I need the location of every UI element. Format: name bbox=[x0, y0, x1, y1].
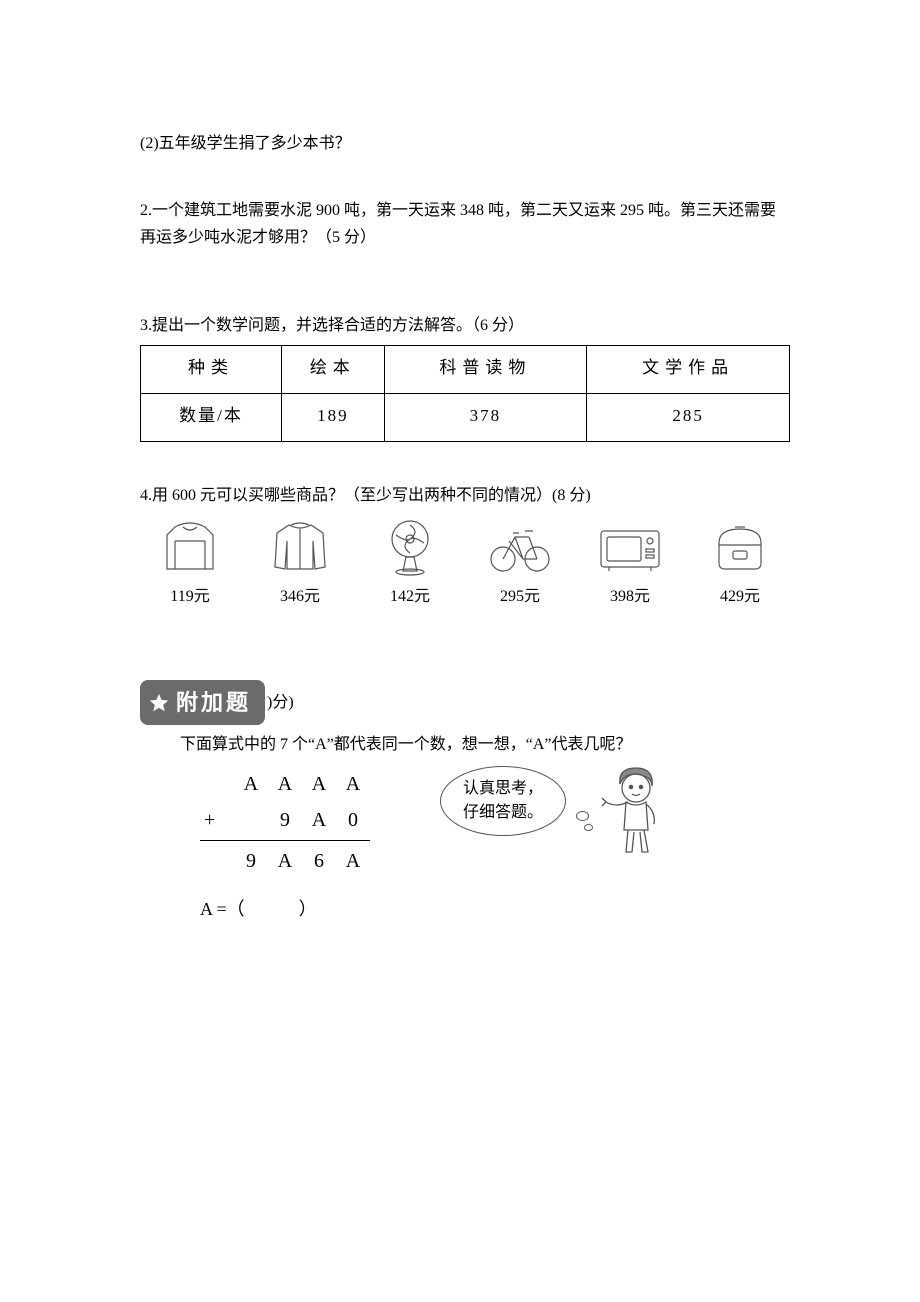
eq-cell: + bbox=[204, 802, 234, 838]
product-bicycle: 295元 bbox=[470, 517, 570, 610]
equation-row: 9 A 6 A bbox=[200, 843, 370, 879]
microwave-icon bbox=[595, 517, 665, 577]
eq-cell bbox=[204, 766, 234, 802]
q1-part2-text: (2)五年级学生捐了多少本书？ bbox=[140, 130, 790, 157]
speech-bubble: 认真思考， 仔细答题。 bbox=[440, 766, 566, 836]
bonus-prompt: 下面算式中的 7 个“A”都代表同一个数，想一想，“A”代表几呢？ bbox=[180, 731, 790, 758]
table-cell: 189 bbox=[282, 393, 384, 441]
eq-cell bbox=[234, 802, 268, 838]
bonus-badge-label: 附加题 bbox=[176, 684, 251, 721]
eq-cell: A bbox=[268, 766, 302, 802]
product-price: 346元 bbox=[280, 583, 320, 610]
product-microwave: 398元 bbox=[580, 517, 680, 610]
eq-cell bbox=[204, 843, 234, 879]
eq-cell: A bbox=[302, 766, 336, 802]
eq-cell: 9 bbox=[268, 802, 302, 838]
q3-text: 3.提出一个数学问题，并选择合适的方法解答。（6 分） bbox=[140, 312, 790, 339]
equation-row: + 9 A 0 bbox=[200, 802, 370, 838]
table-header-cell: 种类 bbox=[141, 345, 282, 393]
bonus-header: 附加题 )分) bbox=[140, 680, 790, 725]
table-cell: 285 bbox=[587, 393, 790, 441]
bonus-block: 附加题 )分) 下面算式中的 7 个“A”都代表同一个数，想一想，“A”代表几呢… bbox=[140, 680, 790, 926]
fan-icon bbox=[375, 517, 445, 577]
table-header-cell: 绘本 bbox=[282, 345, 384, 393]
speech-line: 仔细答题。 bbox=[463, 801, 543, 825]
bonus-aside: 认真思考， 仔细答题。 bbox=[440, 766, 674, 866]
table-row-label: 数量/本 bbox=[141, 393, 282, 441]
eq-cell: 0 bbox=[336, 802, 370, 838]
rice-cooker-icon bbox=[705, 517, 775, 577]
boy-illustration-icon bbox=[594, 762, 674, 866]
eq-cell: A bbox=[336, 766, 370, 802]
table-header-cell: 科普读物 bbox=[384, 345, 587, 393]
product-sweater: 119元 bbox=[140, 517, 240, 610]
q3-block: 3.提出一个数学问题，并选择合适的方法解答。（6 分） 种类 绘本 科普读物 文… bbox=[140, 312, 790, 442]
eq-cell: A bbox=[234, 766, 268, 802]
product-price: 119元 bbox=[170, 583, 209, 610]
sweater-icon bbox=[155, 517, 225, 577]
speech-tail-icon bbox=[576, 811, 593, 831]
product-fan: 142元 bbox=[360, 517, 460, 610]
bonus-points: )分) bbox=[267, 689, 294, 716]
eq-cell: A bbox=[336, 843, 370, 879]
product-price: 398元 bbox=[610, 583, 650, 610]
bicycle-icon bbox=[485, 517, 555, 577]
table-row: 数量/本 189 378 285 bbox=[141, 393, 790, 441]
eq-cell: 9 bbox=[234, 843, 268, 879]
product-price: 295元 bbox=[500, 583, 540, 610]
table-row: 种类 绘本 科普读物 文学作品 bbox=[141, 345, 790, 393]
product-rice-cooker: 429元 bbox=[690, 517, 790, 610]
jacket-icon bbox=[265, 517, 335, 577]
bonus-badge: 附加题 bbox=[140, 680, 265, 725]
eq-cell: A bbox=[302, 802, 336, 838]
table-cell: 378 bbox=[384, 393, 587, 441]
product-jacket: 346元 bbox=[250, 517, 350, 610]
q3-table: 种类 绘本 科普读物 文学作品 数量/本 189 378 285 bbox=[140, 345, 790, 442]
equation-line bbox=[200, 840, 370, 841]
star-icon bbox=[148, 692, 170, 714]
equation-row: A A A A bbox=[200, 766, 370, 802]
table-header-cell: 文学作品 bbox=[587, 345, 790, 393]
eq-cell: A bbox=[268, 843, 302, 879]
eq-cell: 6 bbox=[302, 843, 336, 879]
q4-block: 4.用 600 元可以买哪些商品？（至少写出两种不同的情况）(8 分) 119元… bbox=[140, 482, 790, 610]
product-row: 119元 346元 142元 295元 bbox=[140, 517, 790, 610]
q2-text: 2.一个建筑工地需要水泥 900 吨，第一天运来 348 吨，第二天又运来 29… bbox=[140, 197, 790, 251]
q4-text: 4.用 600 元可以买哪些商品？（至少写出两种不同的情况）(8 分) bbox=[140, 482, 790, 509]
addition-equation: A A A A + 9 A 0 9 A 6 A bbox=[200, 766, 370, 925]
product-price: 142元 bbox=[390, 583, 430, 610]
bonus-equation-area: A A A A + 9 A 0 9 A 6 A bbox=[140, 766, 790, 925]
product-price: 429元 bbox=[720, 583, 760, 610]
speech-line: 认真思考， bbox=[463, 777, 543, 801]
bonus-answer-blank: A =（ ） bbox=[200, 893, 370, 925]
worksheet-page: (2)五年级学生捐了多少本书？ 2.一个建筑工地需要水泥 900 吨，第一天运来… bbox=[0, 0, 920, 1302]
